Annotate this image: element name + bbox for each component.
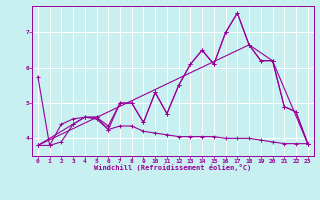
X-axis label: Windchill (Refroidissement éolien,°C): Windchill (Refroidissement éolien,°C) [94,164,252,171]
